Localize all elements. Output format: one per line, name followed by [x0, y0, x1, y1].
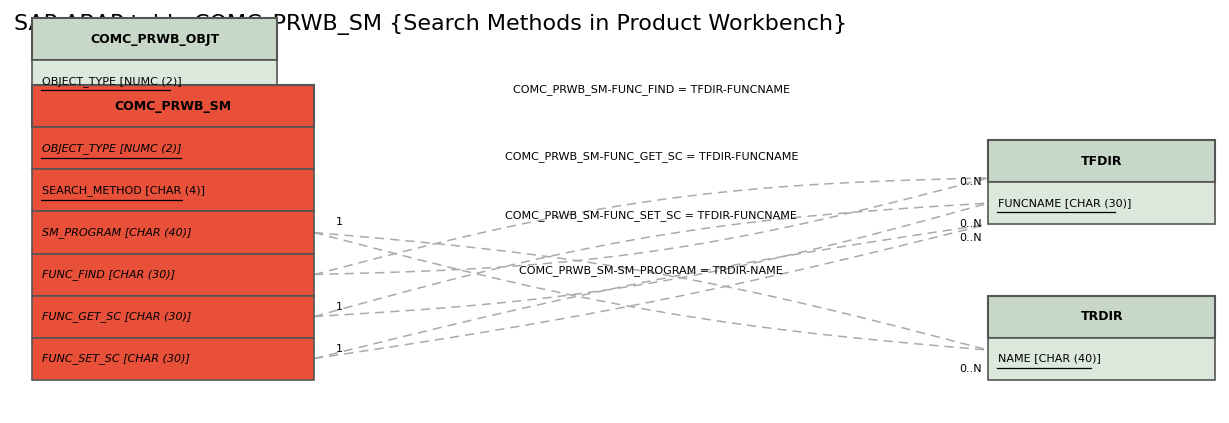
FancyBboxPatch shape: [32, 85, 315, 127]
Text: 0..N: 0..N: [960, 364, 982, 374]
Text: COMC_PRWB_SM-SM_PROGRAM = TRDIR-NAME: COMC_PRWB_SM-SM_PROGRAM = TRDIR-NAME: [520, 265, 783, 276]
Text: COMC_PRWB_SM-FUNC_SET_SC = TFDIR-FUNCNAME: COMC_PRWB_SM-FUNC_SET_SC = TFDIR-FUNCNAM…: [505, 210, 798, 221]
FancyBboxPatch shape: [988, 182, 1215, 224]
FancyBboxPatch shape: [32, 127, 315, 170]
Text: 0..N: 0..N: [960, 219, 982, 229]
FancyBboxPatch shape: [32, 60, 278, 102]
Text: OBJECT_TYPE [NUMC (2)]: OBJECT_TYPE [NUMC (2)]: [42, 76, 182, 87]
Text: FUNC_GET_SC [CHAR (30)]: FUNC_GET_SC [CHAR (30)]: [42, 311, 192, 322]
FancyBboxPatch shape: [32, 338, 315, 379]
Text: TRDIR: TRDIR: [1080, 310, 1123, 323]
Text: FUNCNAME [CHAR (30)]: FUNCNAME [CHAR (30)]: [998, 198, 1132, 208]
FancyBboxPatch shape: [32, 170, 315, 212]
Text: 0..N: 0..N: [960, 233, 982, 242]
FancyBboxPatch shape: [32, 212, 315, 253]
Text: COMC_PRWB_SM: COMC_PRWB_SM: [114, 100, 231, 113]
Text: 1: 1: [337, 302, 343, 311]
FancyBboxPatch shape: [988, 296, 1215, 338]
FancyBboxPatch shape: [32, 253, 315, 296]
Text: COMC_PRWB_SM-FUNC_FIND = TFDIR-FUNCNAME: COMC_PRWB_SM-FUNC_FIND = TFDIR-FUNCNAME: [512, 84, 790, 95]
Text: COMC_PRWB_SM-FUNC_GET_SC = TFDIR-FUNCNAME: COMC_PRWB_SM-FUNC_GET_SC = TFDIR-FUNCNAM…: [505, 151, 798, 162]
Text: SM_PROGRAM [CHAR (40)]: SM_PROGRAM [CHAR (40)]: [42, 227, 192, 238]
Text: COMC_PRWB_OBJT: COMC_PRWB_OBJT: [90, 33, 219, 46]
FancyBboxPatch shape: [988, 140, 1215, 182]
FancyBboxPatch shape: [32, 18, 278, 60]
FancyBboxPatch shape: [988, 338, 1215, 379]
Text: 1: 1: [337, 217, 343, 228]
Text: OBJECT_TYPE [NUMC (2)]: OBJECT_TYPE [NUMC (2)]: [42, 143, 182, 154]
Text: FUNC_FIND [CHAR (30)]: FUNC_FIND [CHAR (30)]: [42, 269, 175, 280]
Text: 1: 1: [337, 343, 343, 354]
Text: NAME [CHAR (40)]: NAME [CHAR (40)]: [998, 354, 1101, 364]
Text: SEARCH_METHOD [CHAR (4)]: SEARCH_METHOD [CHAR (4)]: [42, 185, 205, 196]
Text: 0..N: 0..N: [960, 177, 982, 187]
FancyBboxPatch shape: [32, 296, 315, 338]
Text: FUNC_SET_SC [CHAR (30)]: FUNC_SET_SC [CHAR (30)]: [42, 353, 189, 364]
Text: TFDIR: TFDIR: [1082, 154, 1122, 168]
Text: SAP ABAP table COMC_PRWB_SM {Search Methods in Product Workbench}: SAP ABAP table COMC_PRWB_SM {Search Meth…: [14, 14, 847, 35]
